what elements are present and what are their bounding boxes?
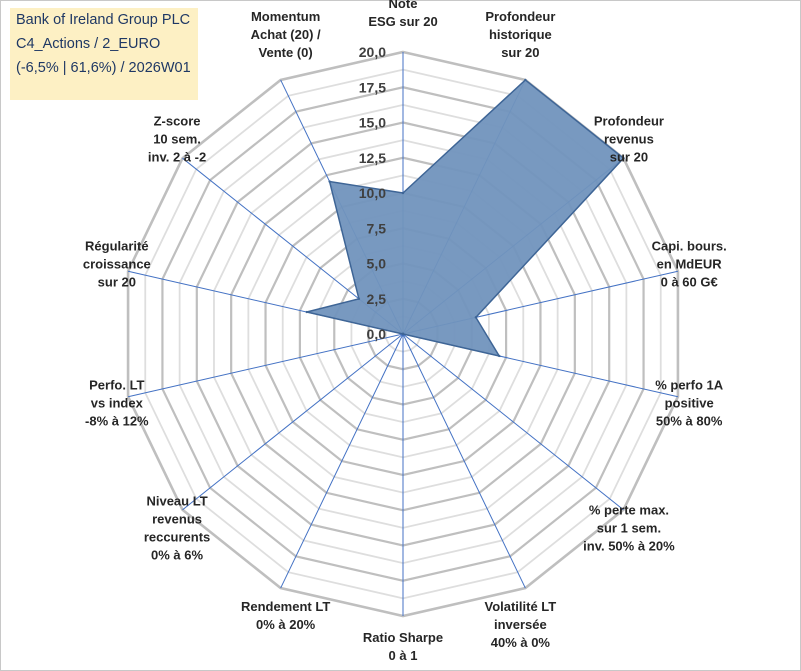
radial-tick-label: 17,5: [359, 79, 386, 95]
axis-label-line: 50% à 80%: [656, 413, 723, 428]
radial-tick-label: 12,5: [359, 150, 386, 166]
axis-label-line: Vente (0): [259, 45, 313, 60]
axis-label-line: -8% à 12%: [85, 413, 149, 428]
series-point: [622, 156, 625, 160]
axis-label-line: positive: [665, 395, 714, 410]
radar-spoke: [127, 333, 404, 398]
axis-label: Volatilité LT inversée 40% à 0%: [484, 599, 556, 650]
axis-label: Note ESG sur 20: [368, 0, 437, 29]
axis-label-line: Perfo. LT: [89, 377, 144, 392]
axis-label-line: Ratio Sharpe: [363, 630, 443, 645]
axis-label-line: sur 1 sem.: [597, 521, 661, 536]
axis-label-line: Note: [389, 0, 418, 11]
radial-tick-label: 10,0: [359, 185, 386, 201]
axis-label-line: Momentum: [251, 9, 320, 24]
radial-tick-labels: 0,0 2,5 5,0 7,5 10,0 12,5 15,0 17,5 20,0: [359, 44, 386, 342]
axis-label-line: vs index: [91, 395, 144, 410]
axis-label-line: 0 à 1: [389, 648, 418, 663]
series-point: [401, 332, 405, 336]
radar-spoke: [402, 333, 624, 511]
axis-label: % perfo 1A positive 50% à 80%: [655, 377, 724, 428]
title-line-category: C4_Actions / 2_EURO: [16, 36, 161, 52]
axis-label-line: croissance: [83, 257, 151, 272]
axis-label-line: revenus: [152, 512, 202, 527]
axis-label: Profondeur historique sur 20: [485, 9, 555, 60]
axis-label: Niveau LT revenus reccurents 0% à 6%: [144, 494, 210, 563]
radar-series: [305, 78, 625, 358]
radar-spoke: [182, 333, 404, 511]
axis-label: % perte max. sur 1 sem. inv. 50% à 20%: [583, 503, 675, 554]
axis-labels: Note ESG sur 20 Profondeur historique sur 20…: [83, 0, 727, 663]
series-point: [305, 310, 308, 314]
axis-label-line: inv. 2 à -2: [148, 149, 206, 164]
series-point: [328, 180, 331, 183]
series-point: [401, 191, 405, 195]
axis-label-line: 0% à 6%: [151, 548, 203, 563]
axis-label: Profondeur revenus sur 20: [594, 113, 664, 164]
radar-spoke: [402, 333, 526, 589]
axis-label-line: Régularité: [85, 239, 149, 254]
axis-label-line: Achat (20) /: [251, 27, 321, 42]
radar-spoke: [280, 333, 404, 589]
radial-tick-label: 0,0: [367, 326, 387, 342]
axis-label-line: inversée: [494, 617, 547, 632]
series-point: [474, 316, 478, 319]
axis-label-line: historique: [489, 27, 552, 42]
axis-label-line: ESG sur 20: [368, 14, 437, 29]
radial-tick-label: 20,0: [359, 44, 386, 60]
axis-label-line: en MdEUR: [657, 257, 723, 272]
axis-label: Perfo. LT vs index -8% à 12%: [85, 377, 149, 428]
series-point: [357, 297, 361, 301]
title-line-period: (-6,5% | 61,6%) / 2026W01: [16, 60, 191, 76]
radial-tick-label: 5,0: [367, 256, 387, 272]
radial-tick-label: 7,5: [367, 220, 387, 236]
axis-label-line: % perte max.: [589, 503, 669, 518]
radial-tick-label: 15,0: [359, 115, 386, 131]
chart-title-box: Bank of Ireland Group PLC C4_Actions / 2…: [10, 8, 198, 100]
axis-label: Momentum Achat (20) / Vente (0): [251, 9, 321, 60]
axis-label-line: sur 20: [98, 275, 136, 290]
axis-label-line: reccurents: [144, 530, 210, 545]
axis-label-line: revenus: [604, 131, 654, 146]
axis-label-line: 40% à 0%: [491, 635, 551, 650]
axis-label-line: Capi. bours.: [652, 239, 727, 254]
axis-label-line: inv. 50% à 20%: [583, 539, 675, 554]
axis-label: Ratio Sharpe 0 à 1: [363, 630, 443, 663]
axis-label-line: 0% à 20%: [256, 617, 316, 632]
axis-label: Z-score 10 sem. inv. 2 à -2: [148, 113, 206, 164]
axis-label-line: Rendement LT: [241, 599, 330, 614]
radial-tick-label: 2,5: [367, 291, 387, 307]
axis-label-line: sur 20: [501, 45, 539, 60]
series-point: [498, 354, 501, 358]
axis-label-line: Profondeur: [594, 113, 664, 128]
axis-label-line: sur 20: [610, 149, 648, 164]
axis-label: Rendement LT 0% à 20%: [241, 599, 330, 632]
series-area: [306, 78, 625, 358]
axis-label-line: % perfo 1A: [655, 377, 724, 392]
axis-label-line: Profondeur: [485, 9, 555, 24]
axis-label: Capi. bours. en MdEUR 0 à 60 G€: [652, 239, 727, 290]
title-line-company: Bank of Ireland Group PLC: [16, 12, 191, 28]
axis-label-line: Volatilité LT: [484, 599, 556, 614]
axis-label-line: Niveau LT: [146, 494, 207, 509]
axis-label-line: Z-score: [154, 113, 201, 128]
axis-label-line: 0 à 60 G€: [661, 275, 718, 290]
series-point: [524, 78, 527, 82]
axis-label: Régularité croissance sur 20: [83, 239, 151, 290]
axis-label-line: 10 sem.: [153, 131, 201, 146]
